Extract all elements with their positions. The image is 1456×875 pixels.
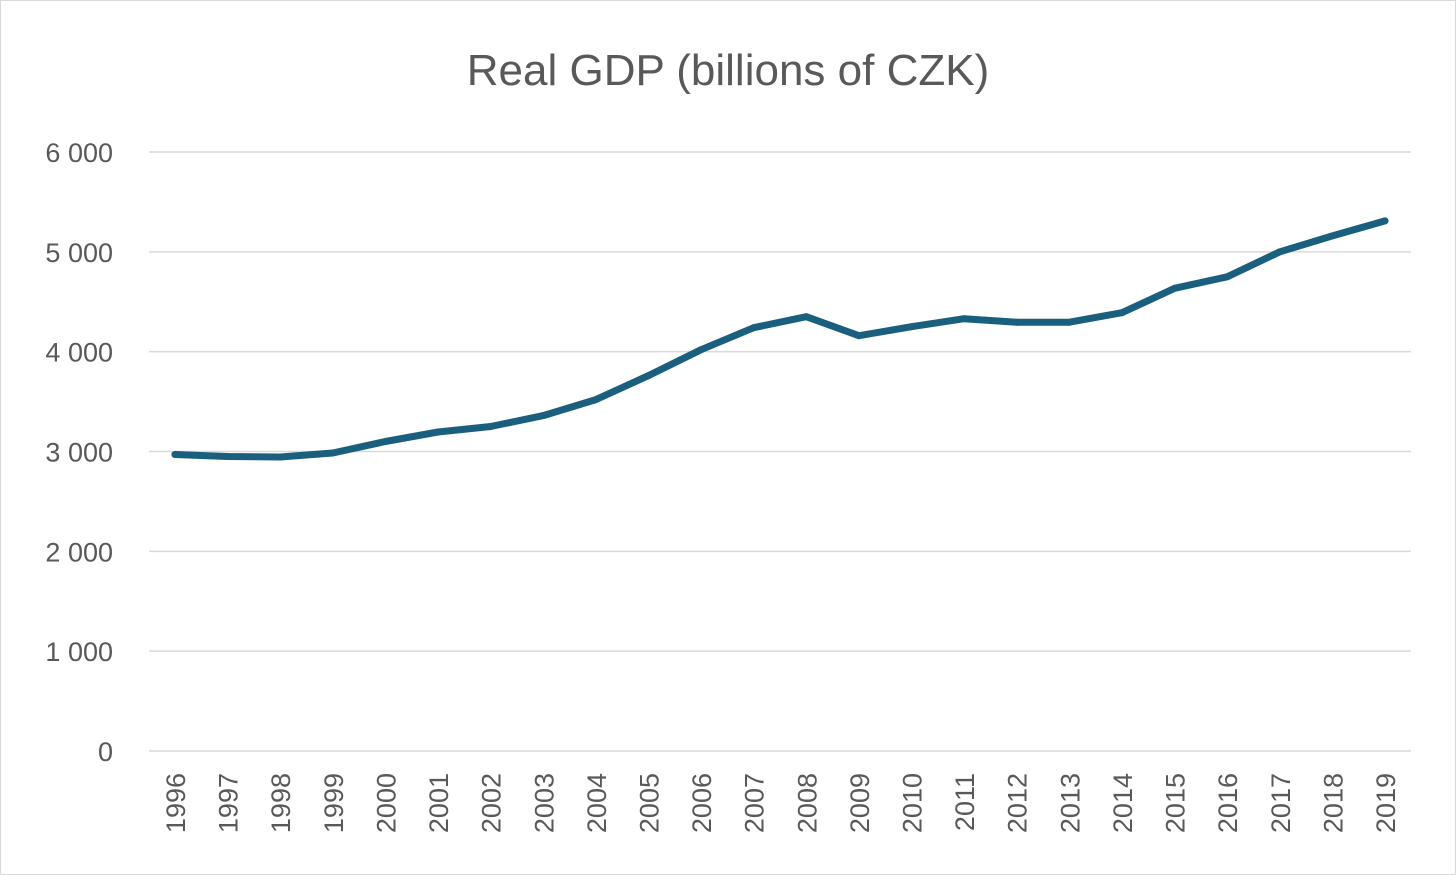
y-tick-label: 4 000 — [45, 338, 113, 368]
data-point — [539, 412, 547, 420]
y-tick-label: 6 000 — [45, 138, 113, 168]
data-point — [855, 332, 863, 340]
data-point — [908, 323, 916, 331]
x-tick-label: 1997 — [214, 773, 244, 833]
data-point — [802, 313, 810, 321]
data-point — [960, 315, 968, 323]
x-tick-label: 2005 — [634, 773, 664, 833]
data-point — [434, 428, 442, 436]
y-axis-tick-labels: 0 1 000 2 000 3 000 4 000 5 000 6 000 — [45, 138, 113, 767]
x-tick-label: 1999 — [319, 773, 349, 833]
x-tick-label: 2016 — [1213, 773, 1243, 833]
data-point — [276, 453, 284, 461]
y-tick-label: 0 — [98, 737, 113, 767]
data-point — [487, 423, 495, 431]
x-tick-label: 2018 — [1318, 773, 1348, 833]
data-point — [1065, 318, 1073, 326]
gridlines — [149, 151, 1411, 752]
data-point — [750, 324, 758, 332]
y-tick-label: 3 000 — [45, 438, 113, 468]
data-point — [381, 438, 389, 446]
data-point — [1118, 309, 1126, 317]
data-point — [644, 372, 652, 380]
x-tick-label: 1998 — [266, 773, 296, 833]
y-tick-label: 2 000 — [45, 537, 113, 567]
chart-title: Real GDP (billions of CZK) — [467, 46, 989, 95]
series-layer — [171, 217, 1389, 461]
x-tick-label: 2002 — [477, 773, 507, 833]
series-line-real-gdp — [171, 217, 1389, 461]
data-point — [592, 396, 600, 404]
data-point — [1171, 284, 1179, 292]
x-tick-label: 1996 — [161, 773, 191, 833]
data-point — [1328, 232, 1336, 240]
x-tick-label: 2003 — [529, 773, 559, 833]
x-tick-label: 2010 — [898, 773, 928, 833]
data-point — [697, 346, 705, 354]
data-point — [1381, 217, 1389, 225]
x-tick-label: 2006 — [687, 773, 717, 833]
x-tick-label: 2012 — [1003, 773, 1033, 833]
x-tick-label: 2019 — [1371, 773, 1401, 833]
x-tick-label: 2009 — [845, 773, 875, 833]
x-axis-tick-labels: 1996 1997 1998 1999 2000 2001 2002 2003 2004 2005… — [161, 773, 1401, 833]
data-point — [1223, 273, 1231, 281]
data-point — [1276, 248, 1284, 256]
data-point — [1013, 318, 1021, 326]
data-point — [171, 450, 179, 458]
y-tick-label: 5 000 — [45, 238, 113, 268]
data-point — [329, 449, 337, 457]
x-tick-label: 2004 — [582, 773, 612, 833]
data-point — [224, 452, 232, 460]
x-tick-label: 2011 — [950, 773, 980, 831]
x-tick-label: 2007 — [740, 773, 770, 833]
x-tick-label: 2015 — [1161, 773, 1191, 833]
x-tick-label: 2000 — [371, 773, 401, 833]
y-tick-label: 1 000 — [45, 637, 113, 667]
x-tick-label: 2014 — [1108, 773, 1138, 833]
x-tick-label: 2013 — [1055, 773, 1085, 833]
x-tick-label: 2008 — [792, 773, 822, 833]
x-tick-label: 2001 — [424, 773, 454, 833]
x-tick-label: 2017 — [1266, 773, 1296, 833]
